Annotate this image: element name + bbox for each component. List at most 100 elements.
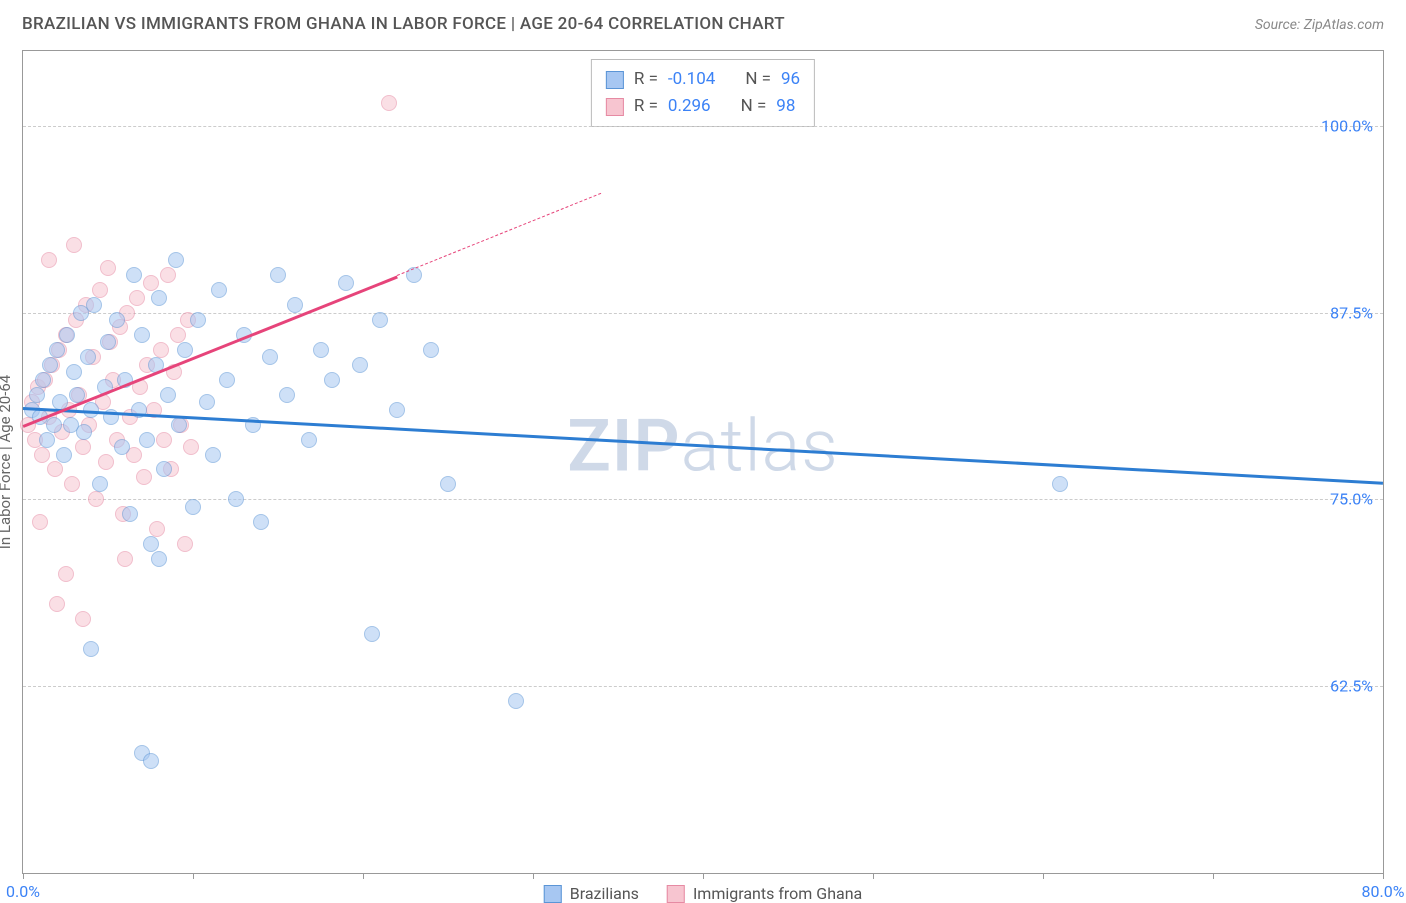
data-point <box>64 476 80 492</box>
data-point <box>301 432 317 448</box>
data-point <box>211 282 227 298</box>
data-point <box>88 491 104 507</box>
series-swatch <box>544 885 562 903</box>
data-point <box>171 417 187 433</box>
x-tick <box>1213 873 1214 879</box>
chart-header: BRAZILIAN VS IMMIGRANTS FROM GHANA IN LA… <box>0 0 1406 42</box>
data-point <box>160 267 176 283</box>
series-swatch <box>606 71 624 89</box>
data-point <box>32 514 48 530</box>
stats-row: R = -0.104N = 96 <box>606 66 800 93</box>
data-point <box>66 364 82 380</box>
legend-item: Immigrants from Ghana <box>667 884 862 903</box>
data-point <box>86 297 102 313</box>
data-point <box>100 260 116 276</box>
trend-line <box>23 407 1383 484</box>
y-tick-label: 62.5% <box>1330 677 1373 696</box>
data-point <box>49 342 65 358</box>
data-point <box>80 349 96 365</box>
gridline <box>23 686 1383 687</box>
data-point <box>39 432 55 448</box>
data-point <box>389 402 405 418</box>
data-point <box>205 447 221 463</box>
chart-title: BRAZILIAN VS IMMIGRANTS FROM GHANA IN LA… <box>22 14 785 34</box>
data-point <box>143 275 159 291</box>
data-point <box>134 327 150 343</box>
data-point <box>156 432 172 448</box>
data-point <box>151 290 167 306</box>
plot-region: ZIPatlas R = -0.104N = 96R = 0.296N = 98… <box>23 51 1383 873</box>
legend-item: Brazilians <box>544 884 639 903</box>
y-tick-label: 75.0% <box>1330 490 1373 509</box>
data-point <box>287 297 303 313</box>
data-point <box>139 432 155 448</box>
data-point <box>75 439 91 455</box>
x-tick <box>193 873 194 879</box>
data-point <box>190 312 206 328</box>
data-point <box>168 252 184 268</box>
data-point <box>381 95 397 111</box>
y-tick-label: 87.5% <box>1330 303 1373 322</box>
data-point <box>76 424 92 440</box>
data-point <box>160 387 176 403</box>
data-point <box>508 693 524 709</box>
x-tick <box>1043 873 1044 879</box>
data-point <box>92 476 108 492</box>
stats-row: R = 0.296N = 98 <box>606 93 800 120</box>
chart-area: In Labor Force | Age 20-64 ZIPatlas R = … <box>22 50 1384 874</box>
series-swatch <box>667 885 685 903</box>
source-label: Source: ZipAtlas.com <box>1255 17 1384 33</box>
data-point <box>183 439 199 455</box>
data-point <box>262 349 278 365</box>
data-point <box>270 267 286 283</box>
data-point <box>136 469 152 485</box>
series-swatch <box>606 98 624 116</box>
data-point <box>59 327 75 343</box>
x-tick <box>533 873 534 879</box>
data-point <box>58 566 74 582</box>
data-point <box>151 551 167 567</box>
data-point <box>279 387 295 403</box>
data-point <box>100 334 116 350</box>
data-point <box>114 439 130 455</box>
data-point <box>126 267 142 283</box>
data-point <box>56 447 72 463</box>
data-point <box>149 521 165 537</box>
trend-line <box>397 193 601 276</box>
y-tick-label: 100.0% <box>1321 116 1373 135</box>
data-point <box>35 372 51 388</box>
stats-box: R = -0.104N = 96R = 0.296N = 98 <box>591 59 815 127</box>
data-point <box>185 499 201 515</box>
data-point <box>170 327 186 343</box>
data-point <box>75 611 91 627</box>
data-point <box>338 275 354 291</box>
data-point <box>129 290 145 306</box>
gridline <box>23 313 1383 314</box>
data-point <box>219 372 235 388</box>
x-tick <box>1383 873 1384 879</box>
gridline <box>23 126 1383 127</box>
data-point <box>177 536 193 552</box>
data-point <box>42 357 58 373</box>
data-point <box>122 506 138 522</box>
data-point <box>92 282 108 298</box>
y-axis-label: In Labor Force | Age 20-64 <box>0 375 14 549</box>
data-point <box>41 252 57 268</box>
data-point <box>46 417 62 433</box>
data-point <box>440 476 456 492</box>
data-point <box>156 461 172 477</box>
data-point <box>313 342 329 358</box>
data-point <box>352 357 368 373</box>
data-point <box>153 342 169 358</box>
data-point <box>143 536 159 552</box>
data-point <box>117 551 133 567</box>
x-tick <box>873 873 874 879</box>
data-point <box>143 753 159 769</box>
data-point <box>29 387 45 403</box>
data-point <box>83 641 99 657</box>
data-point <box>423 342 439 358</box>
x-tick <box>23 873 24 879</box>
data-point <box>109 312 125 328</box>
legend-label: Brazilians <box>570 884 639 903</box>
data-point <box>364 626 380 642</box>
